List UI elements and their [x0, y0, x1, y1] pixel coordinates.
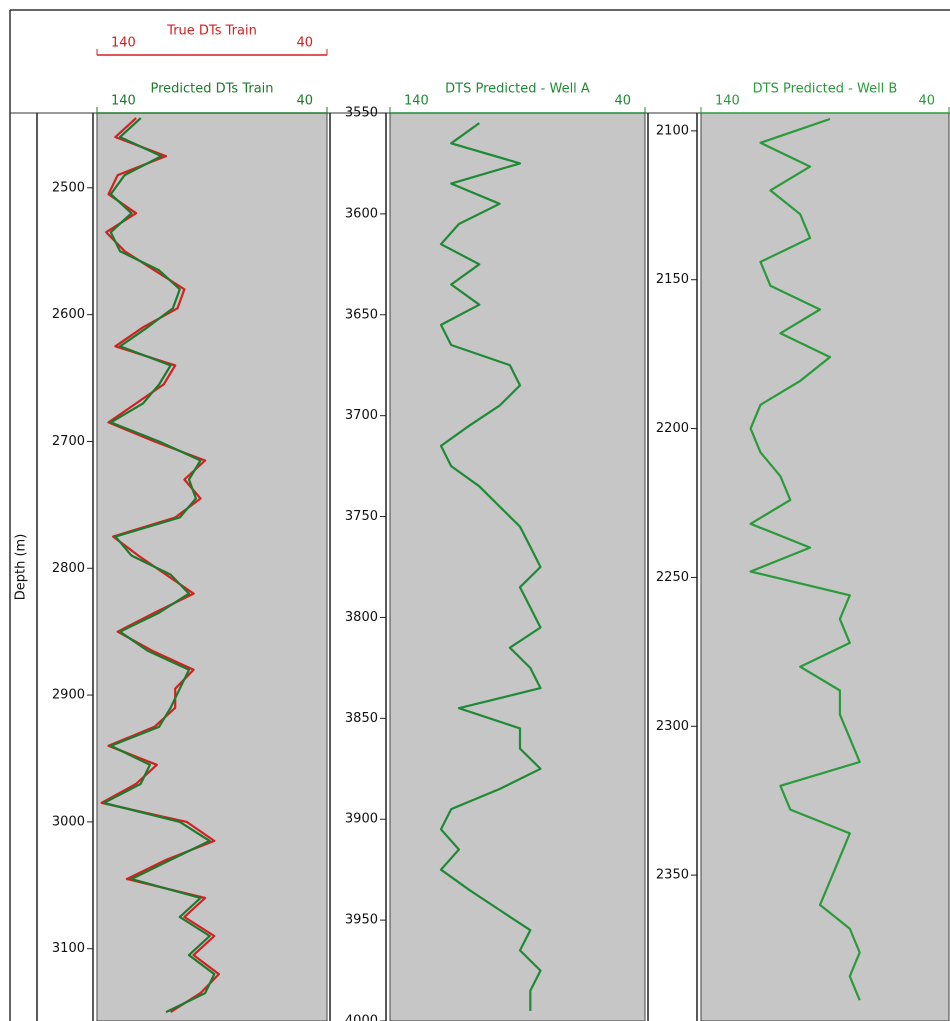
x-tick-label: 40 [614, 94, 631, 109]
y-tick-label: 3700 [345, 408, 378, 423]
x-axis-title: Predicted DTs Train [150, 82, 273, 97]
x-tick-label: 140 [715, 94, 740, 109]
y-tick-label: 3100 [52, 941, 85, 956]
y-tick-label: 2500 [52, 180, 85, 195]
x-axis-title: True DTs Train [166, 24, 257, 39]
y-tick-label: 2300 [656, 719, 689, 734]
y-tick-label: 2900 [52, 688, 85, 703]
y-tick-label: 2800 [52, 561, 85, 576]
x-tick-label: 40 [296, 94, 313, 109]
log-curve [439, 122, 542, 1011]
y-tick-label: 2250 [656, 570, 689, 585]
log-curve [749, 117, 861, 1001]
x-axis-title: DTS Predicted - Well B [753, 82, 898, 97]
y-tick-label: 3000 [52, 814, 85, 829]
y-tick-label: 2600 [52, 307, 85, 322]
y-tick-label: 2350 [656, 868, 689, 883]
x-tick-label: 40 [918, 94, 935, 109]
y-tick-label: 3550 [345, 106, 378, 121]
y-axis-label: Depth (m) [14, 534, 29, 601]
y-tick-label: 3600 [345, 206, 378, 221]
y-tick-label: 2700 [52, 434, 85, 449]
y-tick-label: 2150 [656, 272, 689, 287]
log-curve [102, 117, 216, 1014]
x-tick-label: 40 [296, 36, 313, 51]
plot-area [700, 112, 950, 1021]
y-tick-label: 3900 [345, 812, 378, 827]
y-tick-label: 3800 [345, 610, 378, 625]
y-tick-label: 3750 [345, 509, 378, 524]
y-tick-label: 3950 [345, 913, 378, 928]
x-tick-label: 140 [404, 94, 429, 109]
x-tick-label: 140 [111, 94, 136, 109]
y-tick-label: 2100 [656, 123, 689, 138]
plot-area [389, 112, 646, 1021]
y-tick-label: 4000 [345, 1014, 378, 1021]
y-tick-label: 2200 [656, 421, 689, 436]
plot-area [96, 112, 328, 1021]
x-axis-title: DTS Predicted - Well A [445, 82, 590, 97]
x-tick-label: 140 [111, 36, 136, 51]
y-tick-label: 3650 [345, 307, 378, 322]
y-tick-label: 3850 [345, 711, 378, 726]
